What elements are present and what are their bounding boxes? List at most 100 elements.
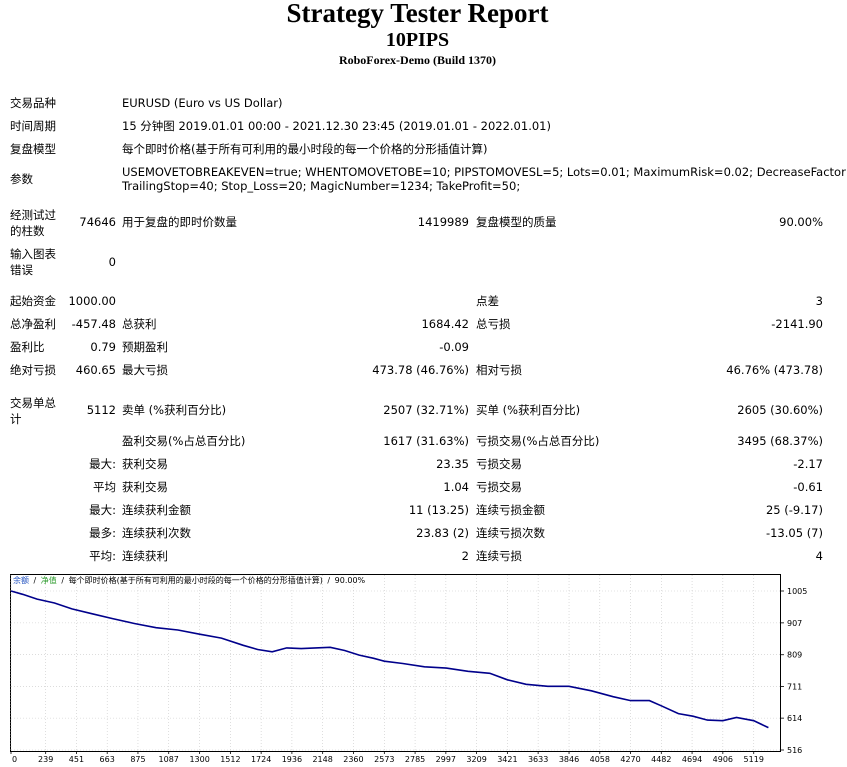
expected-payoff-label: 预期盈利 — [122, 340, 168, 354]
x-tick-label: 4270 — [620, 755, 640, 764]
short-positions-label: 卖单 (%获利百分比) — [122, 403, 227, 417]
period-value: 15 分钟图 2019.01.01 00:00 - 2021.12.30 23:… — [122, 119, 551, 133]
net-profit-label: 总净盈利 — [10, 317, 56, 331]
long-positions-label: 买单 (%获利百分比) — [476, 403, 581, 417]
legend-sep-2: / — [61, 576, 64, 585]
x-tick-label: 3421 — [497, 755, 517, 764]
ticks-label: 用于复盘的即时价数量 — [122, 215, 237, 229]
legend-equity: 净值 — [41, 575, 57, 585]
symbol-label: 交易品种 — [10, 96, 56, 110]
max-consecutive-wins-label: 连续获利金额 — [122, 503, 191, 517]
long-positions-value: 2605 (30.60%) — [737, 403, 823, 417]
symbol-value: EURUSD (Euro vs US Dollar) — [122, 96, 283, 110]
y-tick-label: 907 — [787, 619, 802, 628]
average-prefix: 平均 — [93, 480, 116, 494]
chart-legend: 余额 / 净值 / 每个即时价格(基于所有可利用的最小时段的每一个价格的分形插值… — [13, 575, 366, 585]
gross-profit-label: 总获利 — [122, 317, 157, 331]
x-tick-label: 4058 — [590, 755, 610, 764]
period-label: 时间周期 — [10, 119, 56, 133]
x-tick-label: 451 — [69, 755, 84, 764]
profit-factor-value: 0.79 — [90, 340, 116, 354]
deposit-value: 1000.00 — [68, 294, 116, 308]
loss-trades-value: 3495 (68.37%) — [737, 434, 823, 448]
legend-balance: 余额 — [13, 575, 29, 585]
legend-model: 每个即时价格(基于所有可利用的最小时段的每一个价格的分形插值计算) — [69, 575, 323, 585]
spread-label: 点差 — [476, 294, 499, 308]
max-consecutive-losses-value: 25 (-9.17) — [765, 503, 823, 517]
absolute-drawdown-label: 绝对亏损 — [10, 363, 56, 377]
x-tick-label: 4906 — [713, 755, 733, 764]
y-tick-label: 1005 — [787, 587, 807, 596]
relative-drawdown-value: 46.76% (473.78) — [726, 363, 823, 377]
x-tick-label: 2148 — [312, 755, 332, 764]
y-tick-label: 809 — [787, 651, 802, 660]
maximal-loss-label: 连续亏损次数 — [476, 526, 545, 540]
avg-consecutive-losses-value: 4 — [815, 549, 823, 563]
x-tick-label: 3209 — [466, 755, 486, 764]
x-tick-label: 2997 — [436, 755, 456, 764]
net-profit-value: -457.48 — [71, 317, 116, 331]
params-label: 参数 — [10, 172, 33, 186]
y-tick-label: 614 — [787, 714, 802, 723]
largest-profit-label: 获利交易 — [122, 457, 168, 471]
average-profit-label: 获利交易 — [122, 480, 168, 494]
maximal-drawdown-label: 最大亏损 — [122, 363, 168, 377]
x-tick-label: 4482 — [651, 755, 671, 764]
x-tick-label: 4694 — [682, 755, 702, 764]
gross-loss-value: -2141.90 — [771, 317, 823, 331]
x-tick-label: 1087 — [159, 755, 179, 764]
legend-quality: 90.00% — [335, 576, 366, 585]
expert-name: 10PIPS — [385, 29, 450, 51]
largest-loss-value: -2.17 — [793, 457, 823, 471]
quality-label: 复盘模型的质量 — [476, 215, 557, 229]
x-tick-label: 1724 — [251, 755, 271, 764]
params-line-1: USEMOVETOBREAKEVEN=true; WHENTOMOVETOBE=… — [122, 165, 847, 179]
x-axis-ticks: 0 239 451 663 875 1087 1300 1512 1724 1936 2148 236… — [10, 751, 764, 764]
avg-consecutive-prefix: 平均: — [89, 549, 116, 563]
quality-value: 90.00% — [779, 215, 823, 229]
x-tick-label: 5119 — [744, 755, 764, 764]
x-tick-label: 239 — [38, 755, 53, 764]
short-positions-value: 2507 (32.71%) — [383, 403, 469, 417]
total-trades-value: 5112 — [86, 403, 116, 417]
legend-sep-3: / — [327, 576, 330, 585]
report-title: Strategy Tester Report — [286, 0, 549, 28]
maximal-profit-label: 连续获利次数 — [122, 526, 191, 540]
x-tick-label: 2573 — [374, 755, 394, 764]
average-loss-label: 亏损交易 — [476, 480, 522, 494]
absolute-drawdown-value: 460.65 — [75, 363, 116, 377]
largest-profit-value: 23.35 — [436, 457, 469, 471]
x-tick-label: 663 — [100, 755, 115, 764]
profit-trades-value: 1617 (31.63%) — [383, 434, 469, 448]
bars-label: 经测试过的柱数 — [10, 208, 56, 238]
errors-value: 0 — [108, 255, 116, 269]
loss-trades-label: 亏损交易(%占总百分比) — [476, 434, 600, 448]
profit-trades-label: 盈利交易(%占总百分比) — [122, 434, 246, 448]
avg-consecutive-wins-value: 2 — [461, 549, 469, 563]
model-value: 每个即时价格(基于所有可利用的最小时段的每一个价格的分形插值计算) — [122, 142, 488, 156]
x-tick-label: 1300 — [189, 755, 209, 764]
chart-grid — [10, 575, 780, 751]
avg-consecutive-losses-label: 连续亏损 — [476, 549, 522, 563]
max-consecutive-wins-value: 11 (13.25) — [408, 503, 469, 517]
bars-value: 74646 — [79, 215, 116, 229]
deposit-label: 起始资金 — [10, 294, 56, 308]
avg-consecutive-wins-label: 连续获利 — [122, 549, 168, 563]
spread-value: 3 — [815, 294, 823, 308]
max-consecutive-prefix: 最大: — [89, 503, 116, 517]
balance-chart: 1005 907 809 711 614 516 0 239 451 663 875 1087 130… — [10, 574, 807, 764]
gross-loss-label: 总亏损 — [476, 317, 511, 331]
total-trades-label: 交易单总计 — [10, 396, 56, 426]
y-tick-label: 516 — [787, 746, 802, 755]
average-loss-value: -0.61 — [793, 480, 823, 494]
x-tick-label: 2360 — [343, 755, 363, 764]
legend-sep-1: / — [34, 576, 37, 585]
largest-loss-label: 亏损交易 — [476, 457, 522, 471]
expected-payoff-value: -0.09 — [439, 340, 469, 354]
x-tick-label: 1512 — [220, 755, 240, 764]
average-profit-value: 1.04 — [443, 480, 469, 494]
max-consecutive-losses-label: 连续亏损金额 — [476, 503, 545, 517]
server-build: RoboForex-Demo (Build 1370) — [338, 53, 497, 67]
gross-profit-value: 1684.42 — [421, 317, 469, 331]
x-tick-label: 1936 — [282, 755, 302, 764]
